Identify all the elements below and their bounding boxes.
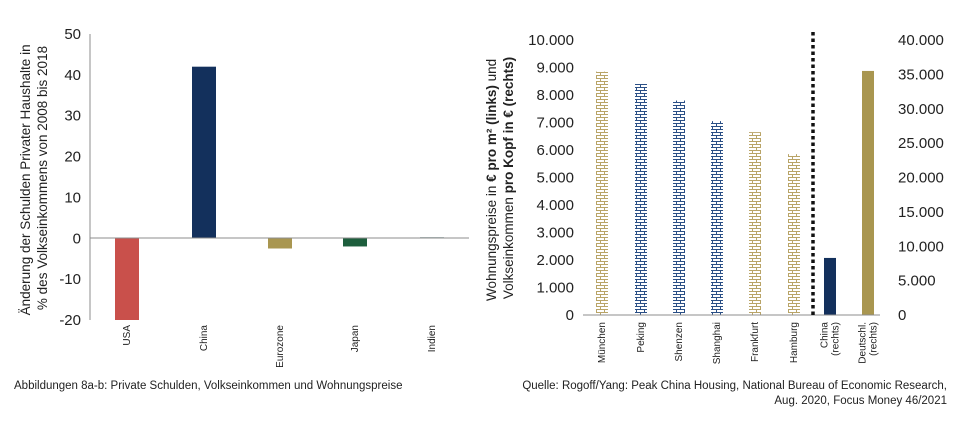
chart-b-category-label-line: (rechts)	[831, 322, 842, 356]
chart-b-category-label: Deutschl.(rechts)	[858, 322, 880, 364]
source-note: Quelle: Rogoff/Yang: Peak China Housing,…	[495, 379, 947, 409]
chart-a-y-tick-label: 0	[73, 230, 81, 247]
bar-eurozone	[268, 238, 292, 249]
chart-a-category-label: USA	[122, 325, 133, 346]
chart-a-y-tick-label: 50	[64, 26, 81, 43]
chart-b-left-tick-label: 7.000	[536, 115, 574, 132]
chart-a-category-label: Eurozone	[275, 325, 286, 368]
chart-a-y-axis-label-line-2: % des Volkseinkommens von 2008 bis 2018	[35, 46, 50, 310]
chart-a-category-label: China	[199, 325, 210, 352]
chart-b-ylabel-part: Volkseinkommen	[501, 193, 516, 299]
chart-a-y-tick-label: -10	[59, 271, 81, 288]
source-note-line-1: Quelle: Rogoff/Yang: Peak China Housing,…	[522, 380, 947, 392]
bar-münchen	[596, 71, 608, 315]
chart-b-y-axis-label-line-2: Volkseinkommen pro Kopf in € (rechts)	[501, 57, 516, 299]
chart-a-y-axis-label-line-1: Änderung der Schulden Privater Haushalte…	[18, 44, 33, 315]
chart-b-category-label-line: (rechts)	[869, 322, 880, 356]
figure-caption: Abbildungen 8a-b: Private Schulden, Volk…	[14, 380, 403, 392]
chart-a-y-tick-label: 40	[64, 67, 81, 84]
bar-deutschl-rechts	[862, 70, 874, 315]
chart-b-right-tick-label: 25.000	[898, 135, 944, 152]
debt-change-chart: Änderung der Schulden Privater Haushalte…	[18, 26, 469, 368]
chart-b-left-tick-label: 8.000	[536, 87, 574, 104]
chart-a-y-axis-label: Änderung der Schulden Privater Haushalte…	[18, 41, 50, 316]
chart-b-left-tick-label: 1.000	[536, 280, 574, 297]
chart-b-category-label-line: Shanghai	[712, 322, 723, 364]
chart-b-right-tick-label: 30.000	[898, 101, 944, 118]
chart-b-category-label: Peking	[636, 322, 647, 353]
chart-b-left-ticks: 0 1.000 2.000 3.000 4.000 5.000 6.000 7.000 8.00…	[528, 32, 574, 324]
housing-price-income-chart: Wohnungspreise in € pro m² (links) und V…	[484, 32, 944, 364]
chart-b-category-label: Hamburg	[789, 322, 800, 363]
chart-b-right-tick-label: 20.000	[898, 170, 944, 187]
chart-b-bars	[596, 70, 874, 315]
chart-a-category-label: Japan	[350, 325, 361, 352]
chart-b-left-tick-label: 9.000	[536, 60, 574, 77]
chart-b-category-label-line: Frankfurt	[750, 322, 761, 362]
chart-a-y-tick-label: 10	[64, 189, 81, 206]
chart-b-left-tick-label: 2.000	[536, 252, 574, 269]
chart-b-ylabel-part: Wohnungspreise in	[484, 182, 499, 301]
chart-a-y-tick-label: 30	[64, 108, 81, 125]
chart-b-category-label: China(rechts)	[820, 322, 842, 356]
chart-b-ylabel-part: und	[484, 59, 499, 85]
chart-b-category-label: München	[597, 322, 608, 363]
bar-peking	[635, 84, 647, 315]
chart-b-category-label-line: München	[597, 322, 608, 363]
chart-b-right-tick-label: 0	[898, 307, 906, 324]
bar-frankfurt	[749, 132, 761, 315]
bar-shanghai	[711, 121, 723, 315]
chart-b-left-tick-label: 3.000	[536, 225, 574, 242]
chart-a-y-tick-label: 20	[64, 149, 81, 166]
chart-b-right-ticks: 0 5.000 10.000 15.000 20.000 25.000 30.000 35.0…	[898, 32, 944, 324]
chart-b-category-label-line: Peking	[636, 322, 647, 353]
chart-a-y-ticks: -20 -10 0 10 20 30 40 50	[59, 26, 81, 329]
chart-b-category-labels: München Peking Shenzen Shanghai Frankfurt Ham…	[597, 322, 880, 365]
chart-b-right-tick-label: 35.000	[898, 66, 944, 83]
chart-b-category-label-line: China	[820, 322, 831, 349]
chart-b-y-axis-label-line-1: Wohnungspreise in € pro m² (links) und	[484, 59, 499, 301]
chart-b-left-tick-label: 10.000	[528, 32, 574, 49]
chart-b-category-label-line: Shenzen	[674, 322, 685, 361]
chart-b-left-tick-label: 5.000	[536, 170, 574, 187]
bar-china	[192, 66, 216, 239]
bar-hamburg	[788, 154, 800, 315]
chart-b-ylabel-part-bold: € pro m² (links)	[484, 85, 499, 182]
bar-japan	[343, 238, 367, 247]
chart-b-category-label: Shanghai	[712, 322, 723, 364]
source-note-line-2: Aug. 2020, Focus Money 46/2021	[774, 395, 947, 407]
bar-shenzen	[673, 100, 685, 315]
chart-b-left-tick-label: 6.000	[536, 142, 574, 159]
chart-b-ylabel-part-bold: pro Kopf in € (rechts)	[501, 57, 516, 194]
bar-china-rechts	[824, 257, 836, 315]
chart-a-y-tick-label: -20	[59, 312, 81, 329]
chart-b-left-tick-label: 0	[566, 307, 574, 324]
chart-b-right-tick-label: 10.000	[898, 238, 944, 255]
chart-b-y-axis-label: Wohnungspreise in € pro m² (links) und V…	[484, 55, 516, 301]
chart-b-category-label-line: Hamburg	[789, 322, 800, 363]
chart-b-category-label-line: Deutschl.	[858, 322, 869, 364]
chart-b-left-tick-label: 4.000	[536, 197, 574, 214]
chart-b-category-label: Shenzen	[674, 322, 685, 361]
chart-a-category-label: Indien	[427, 325, 438, 352]
chart-a-category-labels: USA China Eurozone Japan Indien	[122, 325, 438, 368]
chart-b-right-tick-label: 15.000	[898, 204, 944, 221]
bar-usa	[115, 238, 139, 320]
chart-b-right-tick-label: 5.000	[898, 273, 936, 290]
chart-b-category-label: Frankfurt	[750, 322, 761, 362]
chart-b-right-tick-label: 40.000	[898, 32, 944, 49]
chart-a-bars	[115, 66, 444, 320]
